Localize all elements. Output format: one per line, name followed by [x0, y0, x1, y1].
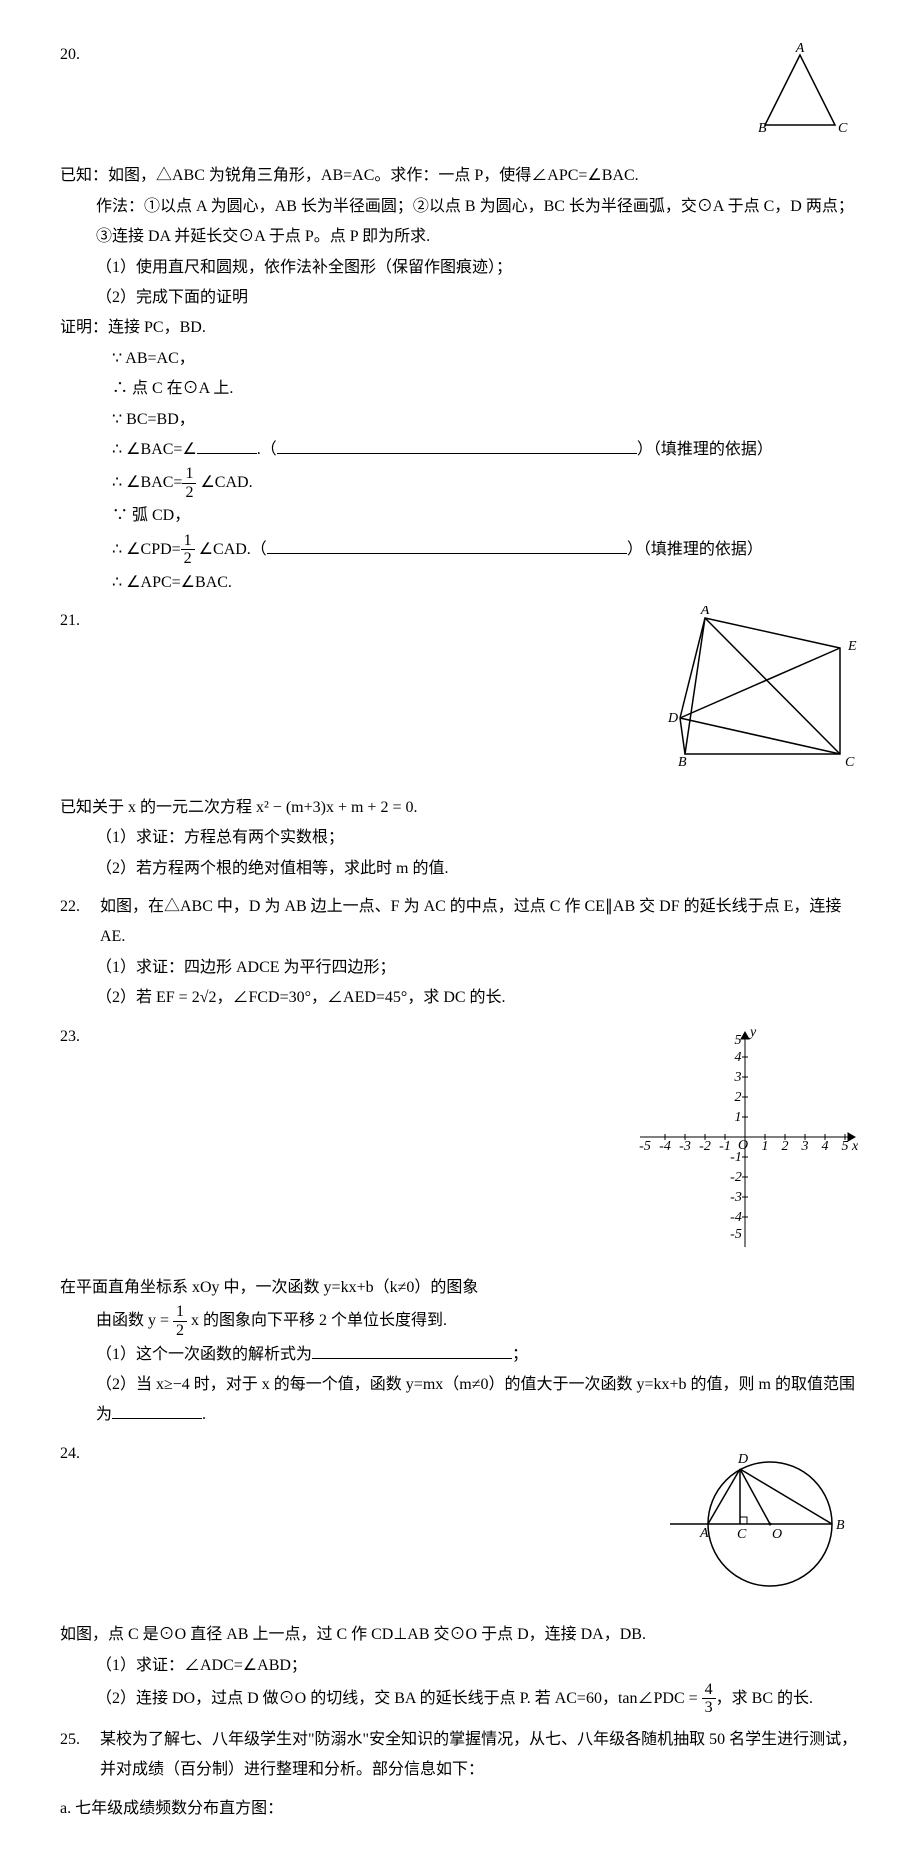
- sub-2: （2）若方程两个根的绝对值相等，求此时 m 的值.: [60, 854, 860, 884]
- proof-l8: ∴ ∠CPD=12 ∠CAD.（）（填推理的依据）: [60, 532, 860, 568]
- sub-2: （2）若 EF = 2√2，∠FCD=30°，∠AED=45°，求 DC 的长.: [60, 983, 860, 1013]
- svg-text:-3: -3: [730, 1190, 742, 1205]
- question-text: 已知关于 x 的一元二次方程 x² − (m+3)x + m + 2 = 0.: [60, 793, 820, 823]
- proof-block: 证明：连接 PC，BD. ∵ AB=AC， ∴ 点 C 在⊙A 上. ∵ BC=…: [60, 313, 860, 598]
- question-number: 20.: [60, 40, 96, 70]
- line2b: x 的图象向下平移 2 个单位长度得到.: [187, 1312, 447, 1329]
- svg-text:-1: -1: [719, 1139, 731, 1154]
- svg-text:-5: -5: [730, 1227, 742, 1242]
- sub-1b: ；: [512, 1346, 528, 1363]
- svg-text:4: 4: [822, 1139, 829, 1154]
- label-C: C: [838, 121, 848, 136]
- sub-1: （1）这个一次函数的解析式为 ；: [60, 1340, 860, 1370]
- question-20: A B C 20. 已知：如图，△ABC 为锐角三角形，AB=AC。求作：一点 …: [60, 40, 860, 598]
- sub-1: （1）使用直尺和圆规，依作法补全图形（保留作图痕迹）；: [60, 253, 860, 283]
- proof-l2: ∵ AB=AC，: [60, 344, 860, 374]
- question-number: 25.: [60, 1725, 96, 1755]
- svg-text:C: C: [737, 1527, 747, 1542]
- proof-l4: ∵ BC=BD，: [60, 405, 860, 435]
- line2: 由函数 y = 12 x 的图象向下平移 2 个单位长度得到.: [60, 1303, 860, 1339]
- method-text: 作法：①以点 A 为圆心，AB 长为半径画圆；②以点 B 为圆心，BC 长为半径…: [60, 192, 860, 253]
- svg-text:1: 1: [735, 1110, 742, 1125]
- svg-text:4: 4: [735, 1050, 742, 1065]
- svg-text:2: 2: [782, 1139, 789, 1154]
- svg-text:B: B: [678, 755, 687, 770]
- figure-quadrilateral: A E D B C: [660, 606, 860, 782]
- svg-text:B: B: [836, 1518, 845, 1533]
- svg-text:-4: -4: [659, 1139, 671, 1154]
- sub-2: （2）连接 DO，过点 D 做⊙O 的切线，交 BA 的延长线于点 P. 若 A…: [60, 1681, 860, 1717]
- proof-l1: 连接 PC，BD.: [108, 319, 206, 336]
- fill-blank[interactable]: [112, 1402, 202, 1419]
- svg-text:x: x: [851, 1139, 859, 1154]
- svg-text:-3: -3: [679, 1139, 691, 1154]
- sub-1: （1）求证：∠ADC=∠ABD；: [60, 1651, 860, 1681]
- question-text: 某校为了解七、八年级学生对"防溺水"安全知识的掌握情况，从七、八年级各随机抽取 …: [100, 1725, 860, 1786]
- proof-l5c: ）（填推理的依据）: [637, 441, 773, 458]
- svg-text:3: 3: [801, 1139, 809, 1154]
- question-text: 已知：如图，△ABC 为锐角三角形，AB=AC。求作：一点 P，使得∠APC=∠…: [60, 161, 820, 191]
- svg-text:D: D: [667, 711, 678, 726]
- proof-l6a: ∴ ∠BAC=: [112, 474, 182, 491]
- question-text: 如图，点 C 是⊙O 直径 AB 上一点，过 C 作 CD⊥AB 交⊙O 于点 …: [60, 1620, 820, 1650]
- question-text: 如图，在△ABC 中，D 为 AB 边上一点、F 为 AC 的中点，过点 C 作…: [100, 892, 860, 953]
- svg-text:D: D: [737, 1452, 748, 1467]
- svg-text:5: 5: [842, 1139, 849, 1154]
- figure-circle: A B C D O: [660, 1439, 860, 1610]
- fill-blank[interactable]: [312, 1342, 512, 1359]
- proof-label: 证明：: [60, 319, 108, 336]
- figure-coordinate-grid: -5-4-3-2-1 12345 12345 -1-2-3-4-5 O x y: [630, 1022, 860, 1263]
- svg-text:C: C: [845, 755, 855, 770]
- svg-text:1: 1: [762, 1139, 769, 1154]
- svg-text:E: E: [847, 639, 857, 654]
- proof-l8a: ∴ ∠CPD=: [112, 541, 181, 558]
- proof-l6b: ∠CAD.: [196, 474, 252, 491]
- sub-2: （2）完成下面的证明: [60, 283, 860, 313]
- svg-text:A: A: [699, 1526, 709, 1541]
- sub-1: （1）求证：四边形 ADCE 为平行四边形；: [60, 953, 860, 983]
- fill-blank-reason-2[interactable]: [267, 537, 627, 554]
- sub-2a: （2）连接 DO，过点 D 做⊙O 的切线，交 BA 的延长线于点 P. 若 A…: [96, 1690, 702, 1707]
- question-25: 25. 某校为了解七、八年级学生对"防溺水"安全知识的掌握情况，从七、八年级各随…: [60, 1725, 860, 1786]
- sub-1: （1）求证：方程总有两个实数根；: [60, 823, 860, 853]
- svg-text:5: 5: [735, 1033, 742, 1048]
- svg-text:O: O: [738, 1138, 748, 1153]
- svg-text:3: 3: [734, 1070, 742, 1085]
- question-number: 24.: [60, 1439, 96, 1469]
- question-text: 在平面直角坐标系 xOy 中，一次函数 y=kx+b（k≠0）的图象: [60, 1273, 820, 1303]
- question-number: 21.: [60, 606, 96, 636]
- question-number: 23.: [60, 1022, 96, 1052]
- proof-l6: ∴ ∠BAC=12 ∠CAD.: [60, 465, 860, 501]
- svg-text:A: A: [700, 606, 710, 618]
- fill-blank-reason[interactable]: [277, 437, 637, 454]
- svg-text:-5: -5: [639, 1139, 651, 1154]
- sub-1a: （1）这个一次函数的解析式为: [96, 1346, 312, 1363]
- sub-2b: ，求 BC 的长.: [716, 1690, 813, 1707]
- question-22: 22. 如图，在△ABC 中，D 为 AB 边上一点、F 为 AC 的中点，过点…: [60, 892, 860, 1014]
- svg-text:-2: -2: [730, 1170, 742, 1185]
- sub-2-end: .: [202, 1406, 206, 1423]
- svg-text:-2: -2: [699, 1139, 711, 1154]
- label-A: A: [795, 41, 805, 56]
- line2a: 由函数 y =: [96, 1312, 173, 1329]
- sub-a: a. 七年级成绩频数分布直方图：: [60, 1794, 860, 1824]
- sub-2: （2）当 x≥−4 时，对于 x 的每一个值，函数 y=mx（m≠0）的值大于一…: [60, 1370, 860, 1431]
- figure-triangle: A B C: [740, 40, 860, 151]
- proof-l5a: ∴ ∠BAC=∠: [112, 441, 197, 458]
- proof-l7: ∵ 弧 CD，: [60, 501, 860, 531]
- svg-text:2: 2: [735, 1090, 742, 1105]
- fill-blank[interactable]: [197, 437, 257, 454]
- proof-l5b: .（: [257, 441, 277, 458]
- svg-text:-4: -4: [730, 1210, 742, 1225]
- proof-l3: ∴ 点 C 在⊙A 上.: [60, 374, 860, 404]
- proof-l5: ∴ ∠BAC=∠ .（ ）（填推理的依据）: [60, 435, 860, 465]
- svg-text:O: O: [772, 1527, 782, 1542]
- question-number: 22.: [60, 892, 96, 922]
- proof-l8b: ∠CAD.（: [195, 541, 267, 558]
- proof-l9: ∴ ∠APC=∠BAC.: [60, 568, 860, 598]
- sub-2-text: （2）当 x≥−4 时，对于 x 的每一个值，函数 y=mx（m≠0）的值大于一…: [96, 1376, 855, 1423]
- label-B: B: [758, 121, 767, 136]
- proof-l8c: ）（填推理的依据）: [627, 541, 763, 558]
- svg-text:y: y: [748, 1025, 757, 1040]
